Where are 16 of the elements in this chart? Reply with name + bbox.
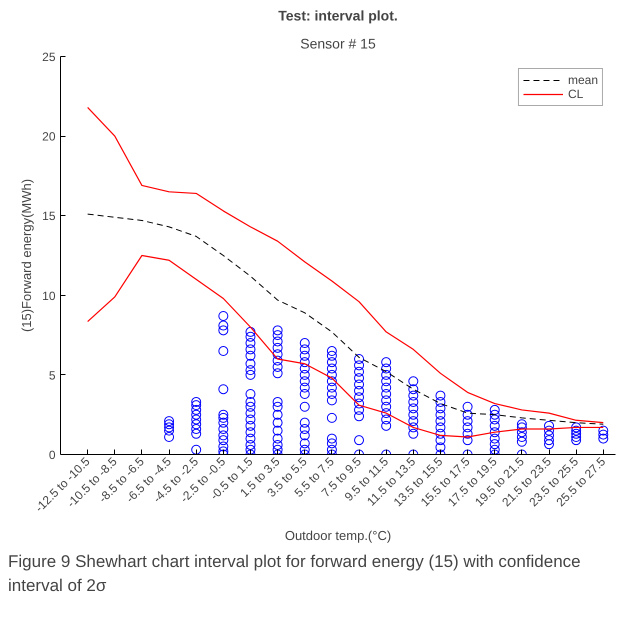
y-tick-label: 0 <box>48 448 56 462</box>
legend-label: CL <box>568 87 584 101</box>
y-tick-label: 5 <box>48 368 56 382</box>
chart-title: Test: interval plot. <box>278 8 398 24</box>
y-tick-label: 20 <box>42 130 56 144</box>
line-series <box>87 214 604 425</box>
y-tick-label: 10 <box>42 288 56 303</box>
y-tick-label: 15 <box>42 209 56 224</box>
x-axis-title: Outdoor temp.(°C) <box>284 528 392 543</box>
legend-label: mean <box>568 73 598 87</box>
line-series <box>87 106 604 424</box>
chart-subtitle: Sensor # 15 <box>300 36 376 52</box>
line-series <box>87 254 604 438</box>
caption: Figure 9 Shewhart chart interval plot for forward energy (15) with confidence interval of 2σ <box>8 551 582 598</box>
y-axis-title: (15)Forward energy(MWh) <box>19 178 34 332</box>
y-tick-label: 25 <box>42 50 56 64</box>
